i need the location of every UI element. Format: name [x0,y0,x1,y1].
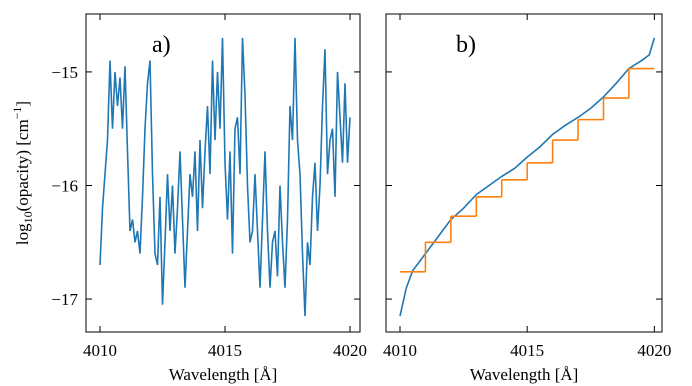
panel-label: b) [456,32,476,58]
y-label-part: log [13,223,32,245]
panel: 4010 4015 4020 Wavelength [Å] b) [383,13,671,384]
panel: 4010 4015 4020 −15 −16 −17 Wavelength [Å] a) log… [10,13,367,384]
y-axis-label: log10(opacity) [cm−1] [10,101,35,245]
y-label-part: ] [13,101,32,107]
x-tick-label: 4015 [208,341,242,360]
x-tick-label: 4015 [510,341,544,360]
y-tick-label: −15 [51,63,78,82]
y-tick-label: −16 [51,176,78,195]
x-tick-label: 4020 [637,341,671,360]
y-label-part: (opacity) [cm [13,119,32,211]
axes-frame [385,13,663,333]
axes-frame [85,13,361,333]
x-axis-label: Wavelength [Å] [169,365,278,384]
x-tick-label: 4010 [83,341,117,360]
y-tick-label: −17 [51,290,78,309]
panel-label: a) [152,32,171,58]
x-axis-label: Wavelength [Å] [470,365,579,384]
data-line [99,37,351,317]
y-label-sup: −1 [10,107,24,120]
x-tick-label: 4010 [383,341,417,360]
x-tick-label: 4020 [333,341,367,360]
y-label-sub: 10 [21,211,35,223]
